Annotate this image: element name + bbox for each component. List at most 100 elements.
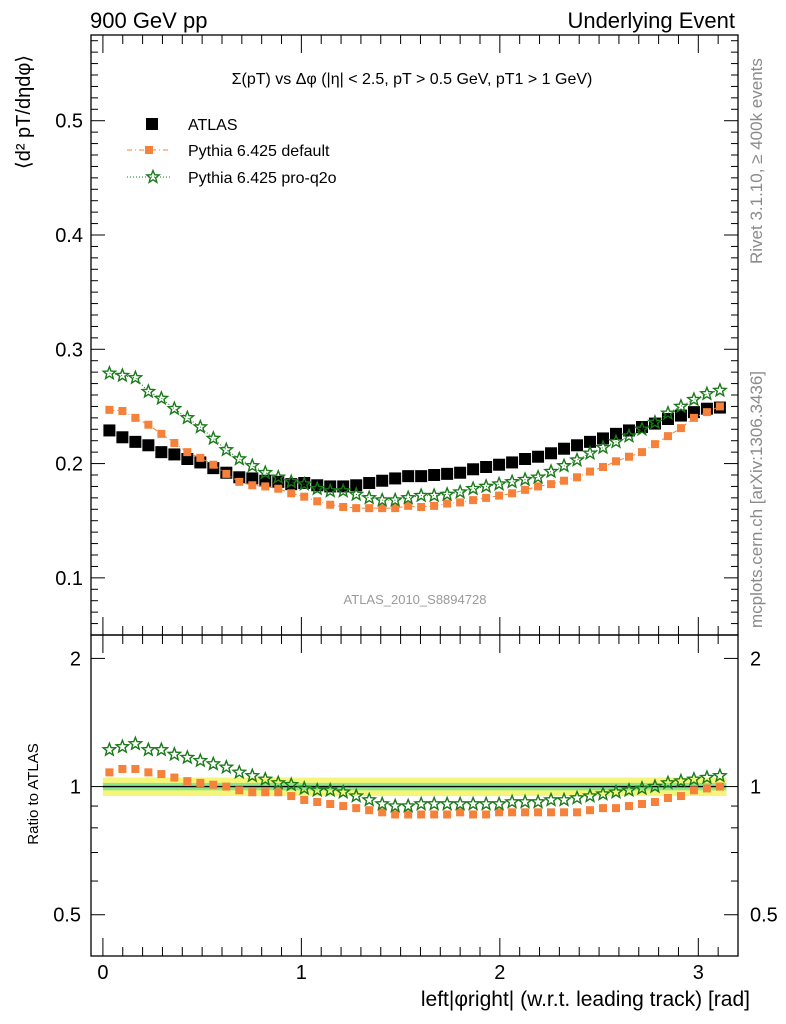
main-y-ticks: 0.1 0.2 0.3 0.4 0.5 [55,40,738,636]
ratio-point-series-0 [637,800,646,809]
data-point-series-1 [637,448,646,457]
y-tick-label: 0.2 [55,454,83,476]
data-point-series-1 [560,476,569,485]
ratio-point-series-0 [274,788,283,797]
data-point-series-0 [389,472,402,485]
ratio-point-series-0 [547,808,556,817]
data-point-series-2 [569,451,586,467]
data-point-series-1 [326,500,335,509]
data-point-series-2 [270,468,287,485]
data-point-series-2 [218,441,235,457]
ratio-point-series-0 [222,782,231,791]
ratio-frame [90,634,739,957]
data-point-series-0 [558,442,571,455]
data-point-series-0 [428,469,441,481]
ratio-point-series-1 [205,755,222,771]
data-point-series-0 [402,470,415,483]
ratio-point-series-1 [192,752,209,768]
data-point-series-2 [646,413,663,430]
data-point-series-2 [140,383,157,399]
data-point-series-2 [517,471,534,487]
y-axis-label: ⟨d² pT/dηdφ⟩ [13,55,35,169]
data-point-series-2 [698,385,715,401]
ratio-panel: Ratio to ATLAS 0.5 0.5 1 1 2 2 0 1 2 3 left|φrig… [25,634,778,1011]
ratio-point-series-0 [469,810,478,819]
data-point-series-1 [352,504,361,513]
ratio-point-series-1 [270,774,287,790]
ratio-point-series-1 [426,795,443,811]
ratio-point-series-0 [404,810,413,819]
ratio-point-series-1 [646,778,663,794]
ratio-point-series-1 [556,791,573,807]
data-point-series-0 [571,439,584,452]
ratio-point-series-1 [530,793,547,809]
data-point-series-2 [659,404,676,421]
ratio-point-series-1 [361,791,378,807]
data-point-series-2 [530,468,547,485]
ratio-tick-label-right: 1 [750,777,761,799]
data-point-series-1 [508,489,517,498]
main-panel: Σ(pT) vs Δφ (|η| < 2.5, pT > 0.5 GeV, pT… [13,34,739,636]
data-point-series-2 [296,475,313,491]
legend-marker-atlas [146,118,158,130]
data-point-series-2 [231,450,248,466]
data-point-series-1 [131,413,140,422]
ratio-point-series-0 [287,792,296,801]
ratio-point-series-1 [633,780,650,796]
ratio-point-series-0 [144,768,153,777]
ratio-point-series-1 [127,735,144,751]
data-point-series-1 [300,492,309,501]
data-point-series-2 [309,480,326,496]
ratio-point-series-1 [594,785,612,801]
ratio-point-series-0 [534,808,543,817]
x-axis-label: left|φright| (w.r.t. leading track) [rad… [421,988,750,1011]
x-tick-label: 2 [494,962,505,984]
data-point-series-2 [400,489,417,505]
ratio-point-series-0 [573,808,582,817]
ratio-point-series-0 [443,810,452,819]
ratio-point-series-0 [209,780,218,789]
data-point-series-0 [480,461,493,473]
data-point-series-2 [361,489,378,505]
data-point-series-0 [532,450,545,463]
ratio-point-series-1 [504,793,521,809]
ratio-point-series-0 [261,788,270,797]
ratio-point-series-1 [659,774,676,790]
ratio-point-series-0 [170,773,179,782]
data-point-series-1 [676,424,685,433]
data-point-series-0 [597,432,610,445]
data-point-series-1 [222,469,231,478]
legend: ATLAS Pythia 6.425 default Pythia 6.425 … [127,117,337,187]
legend-label-default: Pythia 6.425 default [188,143,330,160]
ratio-point-series-1 [140,741,157,757]
ratio-point-series-0 [599,804,608,813]
ratio-point-series-1 [672,772,689,788]
ratio-point-series-1 [478,795,495,811]
ratio-point-series-1 [387,797,404,813]
data-point-series-0 [519,453,532,465]
data-point-series-1 [443,499,452,508]
data-point-series-2 [711,382,728,398]
data-point-series-2 [426,487,443,503]
ratio-point-series-1 [711,767,728,783]
data-point-series-1 [430,501,439,510]
ratio-point-series-0 [235,786,244,795]
legend-marker-default [145,146,153,154]
data-point-series-1 [391,504,400,513]
data-point-series-1 [586,467,595,476]
data-point-series-0 [311,479,324,492]
data-point-series-2 [504,473,521,489]
ratio-point-series-1 [374,795,391,811]
data-point-series-2 [179,409,196,425]
ratio-point-series-1 [257,770,274,787]
data-point-series-1 [170,439,179,447]
data-point-series-2 [685,391,702,407]
data-point-series-2 [452,483,469,499]
ratio-point-series-1 [607,783,625,800]
data-point-series-2 [607,433,625,449]
data-point-series-1 [235,477,244,486]
x-tick-label: 0 [97,962,108,984]
data-point-series-1 [183,448,192,457]
ratio-series-layer [101,735,728,819]
